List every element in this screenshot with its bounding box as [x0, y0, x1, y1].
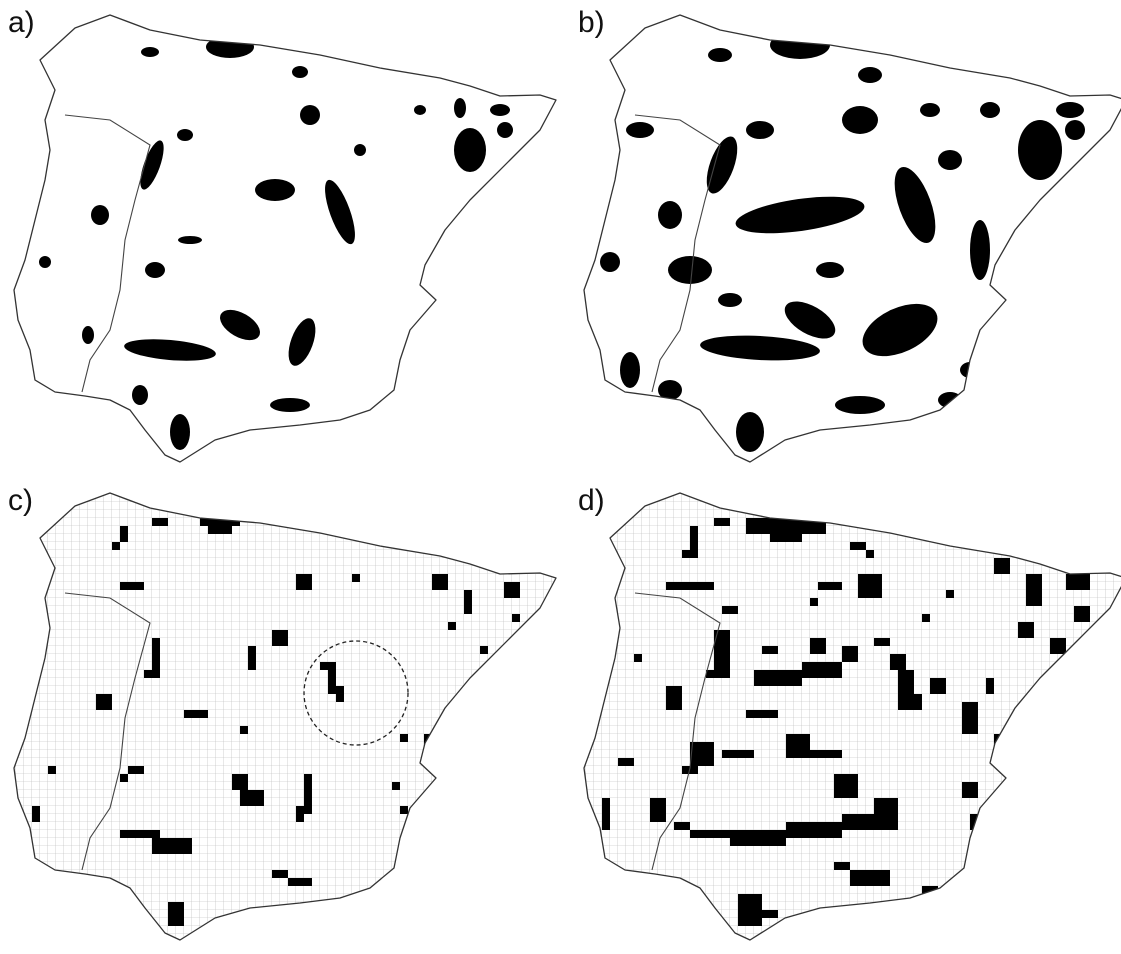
panel-label: d)	[578, 484, 605, 517]
panel-b: b)	[578, 6, 1121, 462]
panel-a: a)	[8, 6, 556, 462]
figure: a) b)	[0, 0, 1121, 954]
panel-d: d)	[570, 478, 1121, 954]
land	[14, 15, 556, 462]
grid	[0, 478, 570, 954]
panel-label: a)	[8, 6, 35, 39]
panel-label: c)	[8, 484, 33, 517]
panel-c: c)	[0, 478, 570, 954]
panel-label: b)	[578, 6, 605, 39]
page: a) b)	[0, 0, 1121, 954]
grid	[570, 478, 1121, 954]
